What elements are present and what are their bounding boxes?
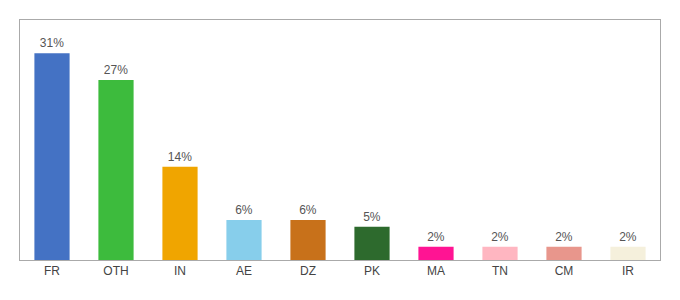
svg-text:PK: PK <box>364 264 380 278</box>
svg-text:CM: CM <box>555 264 574 278</box>
svg-text:AE: AE <box>236 264 252 278</box>
svg-text:2%: 2% <box>555 230 573 244</box>
svg-text:14%: 14% <box>168 150 192 164</box>
svg-text:27%: 27% <box>104 63 128 77</box>
svg-text:IR: IR <box>622 264 634 278</box>
svg-text:FR: FR <box>44 264 60 278</box>
svg-text:6%: 6% <box>299 203 317 217</box>
svg-text:6%: 6% <box>235 203 253 217</box>
svg-text:2%: 2% <box>619 230 637 244</box>
svg-text:5%: 5% <box>363 210 381 224</box>
svg-text:OTH: OTH <box>103 264 128 278</box>
svg-text:2%: 2% <box>427 230 445 244</box>
svg-text:TN: TN <box>492 264 508 278</box>
svg-text:31%: 31% <box>40 36 64 50</box>
svg-text:IN: IN <box>174 264 186 278</box>
svg-text:MA: MA <box>427 264 445 278</box>
svg-text:2%: 2% <box>491 230 509 244</box>
svg-text:DZ: DZ <box>300 264 316 278</box>
